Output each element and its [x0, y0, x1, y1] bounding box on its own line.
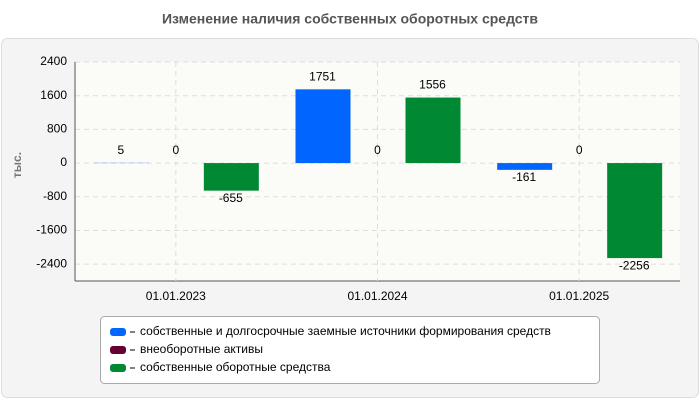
legend-label: собственные оборотные средства: [140, 360, 331, 374]
legend-label: собственные и долгосрочные заемные источ…: [140, 324, 551, 338]
value-label: -655: [219, 191, 243, 205]
value-label: 5: [117, 143, 124, 157]
y-tick-label: 1600: [40, 88, 67, 102]
x-tick-label: 01.01.2023: [146, 289, 206, 303]
y-axis-label: тыс.: [10, 152, 24, 178]
x-tick-label: 01.01.2024: [347, 289, 407, 303]
bar: [203, 163, 259, 191]
bar: [405, 97, 461, 164]
value-label: 0: [374, 143, 381, 157]
value-label: -161: [512, 170, 536, 184]
y-tick-label: 2400: [40, 54, 67, 68]
y-tick-label: -2400: [36, 256, 67, 270]
bar: [497, 163, 553, 170]
x-tick-label: 01.01.2025: [549, 289, 609, 303]
bar: [295, 89, 351, 164]
chart-title: Изменение наличия собственных оборотных …: [162, 11, 538, 27]
value-label: -2256: [619, 258, 650, 272]
y-tick-label: -800: [43, 189, 67, 203]
value-label: 0: [576, 143, 583, 157]
legend-swatch: [110, 328, 126, 336]
y-tick-label: -1600: [36, 223, 67, 237]
legend-label: внеоборотные активы: [140, 342, 263, 356]
value-label: 0: [172, 143, 179, 157]
bar: [607, 163, 663, 259]
legend-swatch: [110, 364, 126, 372]
y-tick-label: 0: [60, 155, 67, 169]
y-tick-label: 800: [47, 122, 67, 136]
value-label: 1751: [309, 70, 336, 84]
legend-swatch: [110, 346, 126, 354]
value-label: 1556: [419, 78, 446, 92]
legend: [100, 316, 600, 384]
